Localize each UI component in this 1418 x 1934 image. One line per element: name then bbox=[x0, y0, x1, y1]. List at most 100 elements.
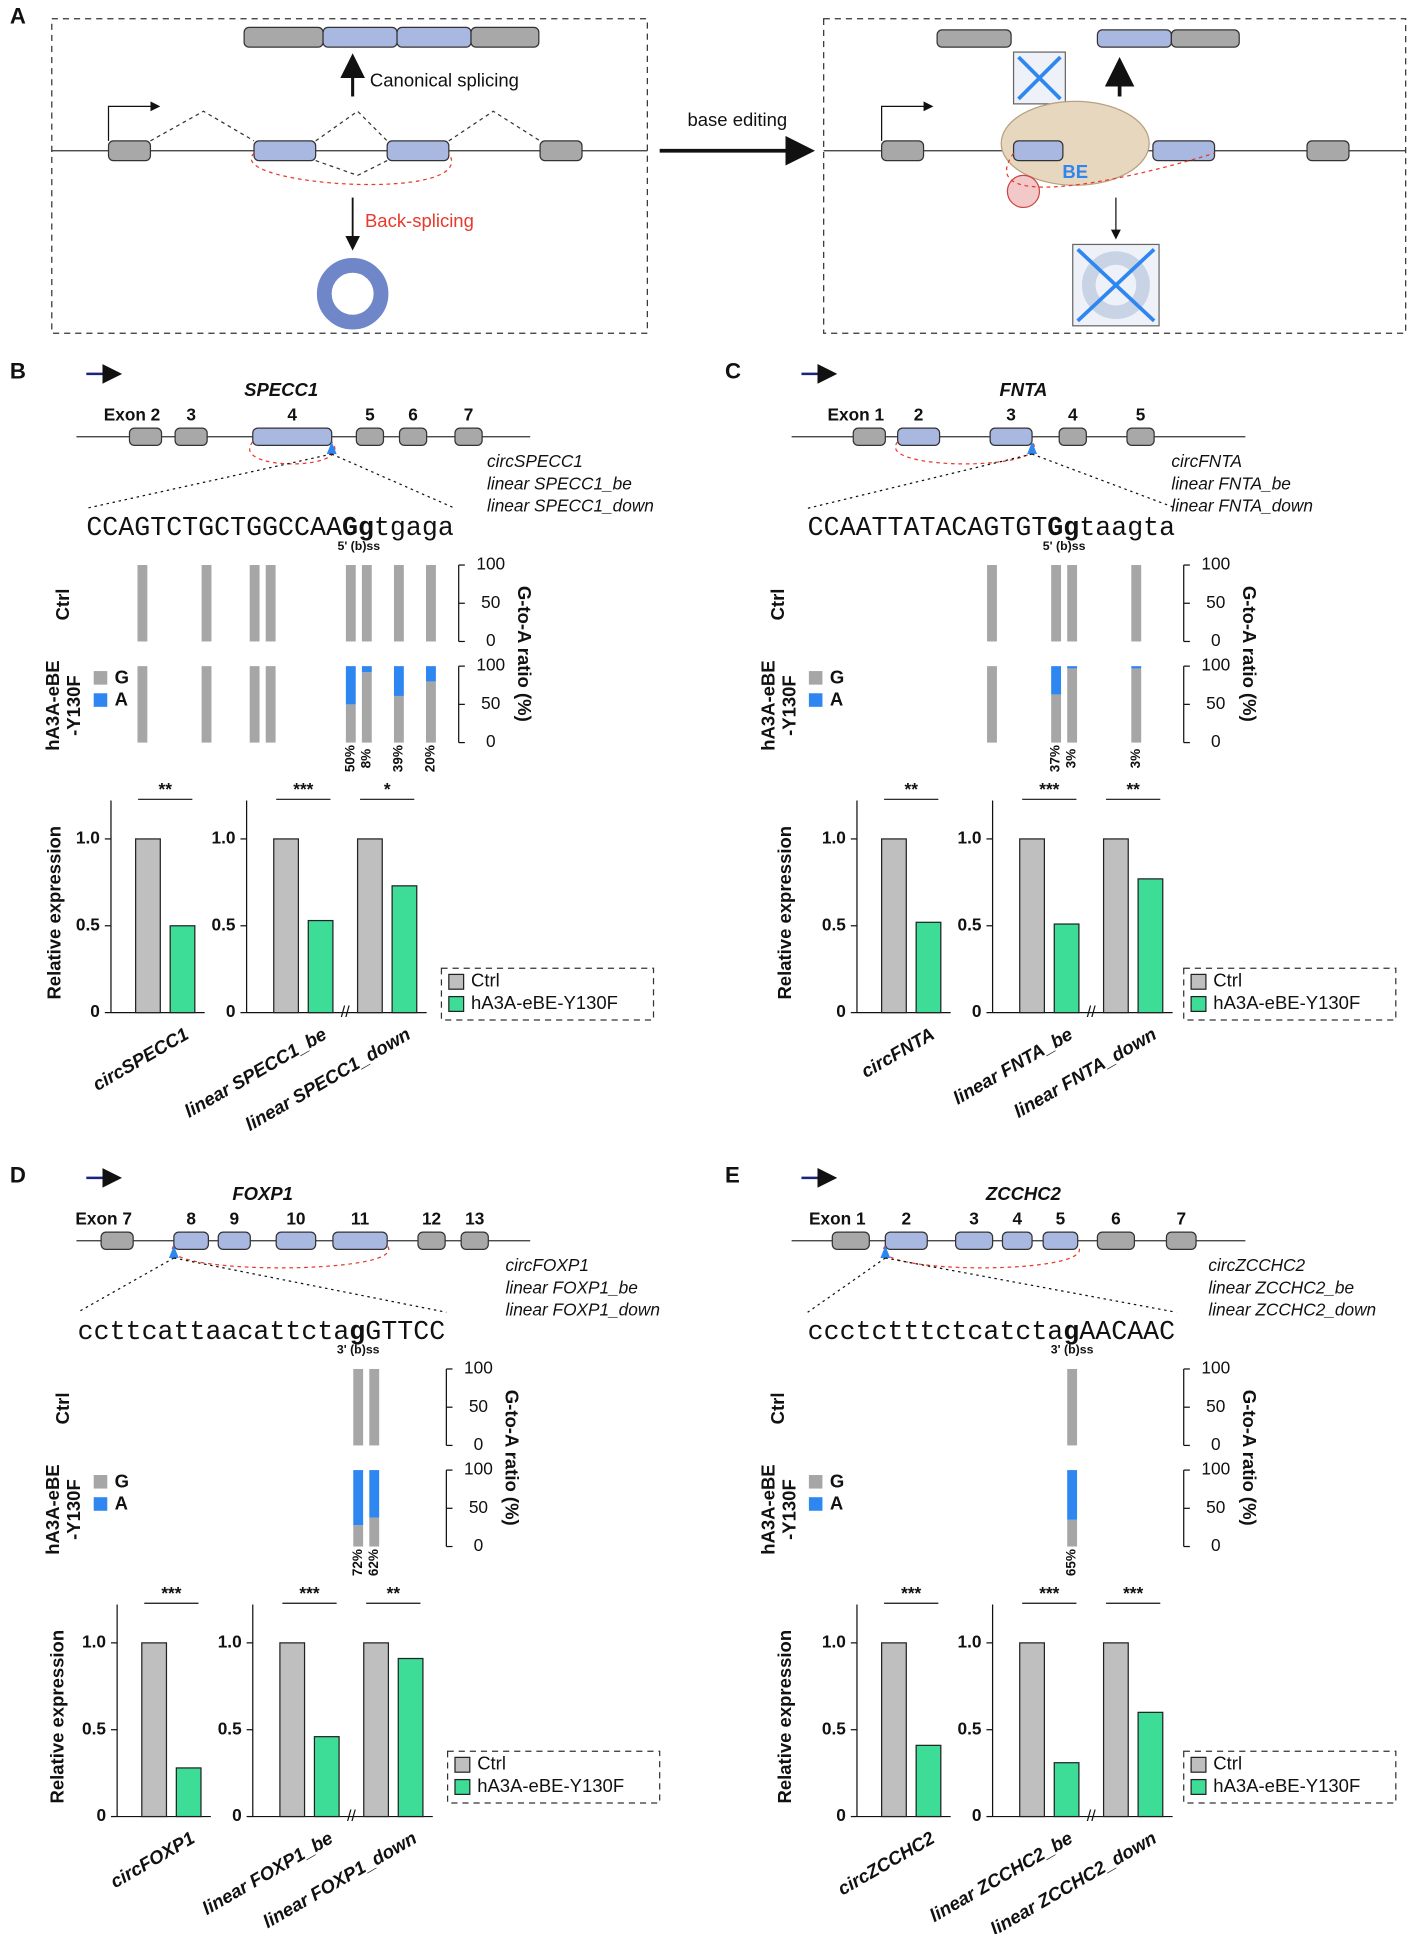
sequence-part: GTTCC bbox=[365, 1317, 445, 1347]
g-bar bbox=[265, 565, 276, 642]
exon bbox=[1042, 1231, 1079, 1250]
bar bbox=[1053, 1762, 1080, 1818]
primer-label: linear ZCCHC2_be bbox=[1208, 1277, 1354, 1297]
primer-label: circFNTA bbox=[1171, 451, 1242, 471]
tick-label: 0 bbox=[474, 1535, 484, 1555]
g-bar bbox=[249, 666, 260, 743]
sequence-part: AACAAC bbox=[1079, 1317, 1175, 1347]
tick-label: 0.5 bbox=[212, 914, 236, 934]
legend-swatch bbox=[1190, 973, 1207, 990]
primer-label: linear FOXP1_down bbox=[506, 1300, 660, 1320]
exon bbox=[460, 1231, 489, 1250]
significance: ** bbox=[387, 1583, 401, 1603]
bar bbox=[1019, 1642, 1046, 1818]
y-axis-label: Relative expression bbox=[774, 1630, 795, 1804]
tick-label: 1.0 bbox=[212, 827, 236, 847]
exon bbox=[884, 1231, 928, 1250]
y-axis-label: Relative expression bbox=[43, 826, 64, 1000]
legend-label: G bbox=[115, 1470, 129, 1491]
tick-label: 0 bbox=[972, 1001, 982, 1021]
exon bbox=[1170, 29, 1240, 48]
exon bbox=[275, 1231, 317, 1250]
splice-path bbox=[150, 110, 541, 177]
deaminase bbox=[1006, 174, 1041, 209]
tick-label: 100 bbox=[476, 655, 505, 675]
site-marker bbox=[1027, 441, 1037, 455]
bar bbox=[1102, 838, 1129, 1014]
tick-label: 100 bbox=[1201, 655, 1230, 675]
backsplice-path bbox=[882, 1245, 1081, 1269]
tick-label: 50 bbox=[481, 592, 500, 612]
tick-label: 50 bbox=[481, 693, 500, 713]
row-label: hA3A-eBE bbox=[42, 1464, 63, 1554]
tick-label: 1.0 bbox=[958, 827, 982, 847]
exon bbox=[107, 140, 152, 162]
exon-label: 10 bbox=[286, 1208, 305, 1228]
g-bar bbox=[393, 695, 404, 743]
legend-swatch bbox=[454, 1756, 471, 1773]
tick-label: 0 bbox=[486, 731, 496, 751]
tick-label: 1.0 bbox=[218, 1631, 242, 1651]
exon-label: 4 bbox=[1012, 1208, 1022, 1228]
splice-site-label: 5' (b)ss bbox=[337, 539, 380, 553]
row-label: -Y130F bbox=[778, 1479, 799, 1540]
exon-label: Exon 7 bbox=[75, 1208, 132, 1228]
tick-label: 0 bbox=[90, 1001, 100, 1021]
splice-site-label: 3' (b)ss bbox=[337, 1343, 380, 1357]
a-bar bbox=[1131, 666, 1142, 669]
percent-label: 3% bbox=[1128, 749, 1143, 769]
exon bbox=[252, 427, 333, 447]
exon bbox=[355, 427, 385, 447]
sequence-part: g bbox=[1063, 1317, 1079, 1347]
sequence-part: CCAATTATACAGTGT bbox=[808, 513, 1048, 543]
legend-label: Ctrl bbox=[477, 1753, 506, 1774]
exon bbox=[217, 1231, 251, 1250]
tick-label: 0 bbox=[972, 1805, 982, 1825]
primer-label: linear FNTA_down bbox=[1171, 496, 1313, 516]
g-bar bbox=[1067, 668, 1078, 743]
tick-label: 0.5 bbox=[958, 914, 982, 934]
tick-label: 50 bbox=[469, 1396, 488, 1416]
legend-swatch bbox=[93, 1475, 108, 1489]
tick-label: 0 bbox=[1211, 731, 1221, 751]
panel-label: D bbox=[10, 1162, 26, 1187]
g-bar bbox=[137, 666, 148, 743]
exon bbox=[398, 427, 428, 447]
sequence-part: g bbox=[349, 1317, 365, 1347]
tick-label: 100 bbox=[1201, 554, 1230, 574]
exon-label: 6 bbox=[408, 404, 418, 424]
exon-label: 9 bbox=[229, 1208, 239, 1228]
exon-label: 2 bbox=[914, 404, 924, 424]
legend-swatch bbox=[1190, 1756, 1207, 1773]
exon-label: 3 bbox=[1006, 404, 1016, 424]
tick-label: 0 bbox=[226, 1001, 236, 1021]
ratio-axis-label: G-to-A ratio (%) bbox=[1239, 1390, 1260, 1526]
tick-label: 50 bbox=[1206, 1396, 1225, 1416]
sequence-part: CCAGTCTGCTGGCCAA bbox=[86, 513, 342, 543]
site-marker bbox=[880, 1245, 891, 1258]
panel-label: B bbox=[10, 359, 26, 384]
base-editor bbox=[1000, 100, 1150, 186]
legend-box bbox=[446, 1750, 661, 1804]
tick-label: 100 bbox=[476, 554, 505, 574]
circrna bbox=[1081, 251, 1150, 320]
percent-label: 65% bbox=[1064, 1549, 1079, 1576]
g-bar bbox=[987, 666, 997, 743]
bar bbox=[307, 919, 334, 1014]
g-bar bbox=[1067, 1519, 1078, 1547]
bar bbox=[1053, 923, 1080, 1014]
tick-label: 0 bbox=[474, 1434, 484, 1454]
tick-label: 1.0 bbox=[76, 827, 100, 847]
category-label: circZCCHC2 bbox=[834, 1827, 939, 1899]
g-bar bbox=[201, 565, 212, 642]
bar bbox=[279, 1642, 306, 1818]
legend-label: A bbox=[115, 1492, 128, 1513]
legend-box bbox=[1183, 967, 1397, 1021]
exon bbox=[1012, 140, 1064, 162]
tick-label: 0 bbox=[1211, 1434, 1221, 1454]
exon bbox=[417, 1231, 446, 1250]
exon-label: 6 bbox=[1111, 1208, 1121, 1228]
g-bar bbox=[1131, 668, 1142, 743]
sequence: ccctctttctcatctagAACAAC bbox=[808, 1317, 1176, 1347]
tick-label: 50 bbox=[1206, 693, 1225, 713]
